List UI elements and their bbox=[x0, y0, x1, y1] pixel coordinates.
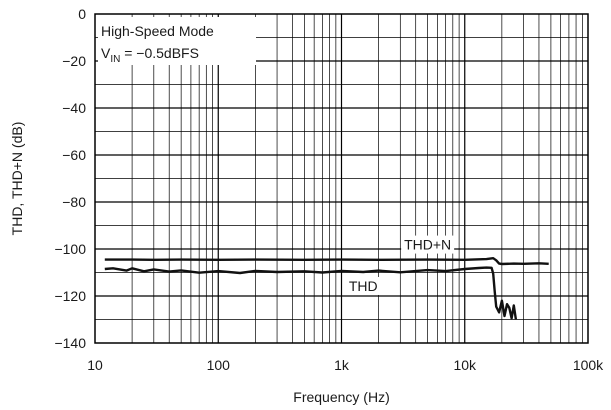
y-axis-title: THD, THD+N (dB) bbox=[9, 122, 25, 236]
x-axis-title: Frequency (Hz) bbox=[293, 389, 389, 405]
series-line-thd-n bbox=[104, 257, 549, 266]
series-label-thd: THD bbox=[349, 278, 378, 294]
y-tick-labels: 0 −20 −40 −60 −80 −100 −120 −140 bbox=[54, 6, 86, 351]
series-label-bg bbox=[345, 276, 381, 295]
x-tick-label: 100 bbox=[207, 357, 231, 373]
annotation-vin: VIN = −0.5dBFS bbox=[101, 45, 199, 65]
series-label-thd-n: THD+N bbox=[404, 237, 451, 253]
y-tick-label: −40 bbox=[62, 100, 86, 116]
x-tick-label: 10k bbox=[453, 357, 477, 373]
grid bbox=[95, 14, 588, 343]
annotation-box bbox=[98, 17, 256, 65]
y-tick-label: −140 bbox=[54, 335, 86, 351]
y-tick-label: 0 bbox=[78, 6, 86, 22]
x-tick-label: 100k bbox=[573, 357, 604, 373]
y-tick-label: −20 bbox=[62, 53, 86, 69]
series-label-bg bbox=[401, 235, 455, 254]
series-labels: THD+N THD bbox=[345, 235, 455, 295]
plot-frame bbox=[94, 13, 589, 344]
y-tick-label: −60 bbox=[62, 147, 86, 163]
x-tick-label: 10 bbox=[87, 357, 103, 373]
y-tick-label: −120 bbox=[54, 288, 86, 304]
series-lines bbox=[104, 257, 549, 320]
annotation-vin-symbol: V bbox=[101, 45, 111, 61]
series-line-thd bbox=[104, 266, 518, 320]
annotation-mode: High-Speed Mode bbox=[101, 23, 214, 39]
annotation-vin-value: = −0.5dBFS bbox=[120, 45, 199, 61]
x-tick-label: 1k bbox=[334, 357, 350, 373]
annotation-vin-subscript: IN bbox=[110, 54, 120, 65]
x-tick-labels: 10 100 1k 10k 100k bbox=[87, 357, 604, 373]
y-tick-label: −80 bbox=[62, 194, 86, 210]
y-tick-label: −100 bbox=[54, 241, 86, 257]
